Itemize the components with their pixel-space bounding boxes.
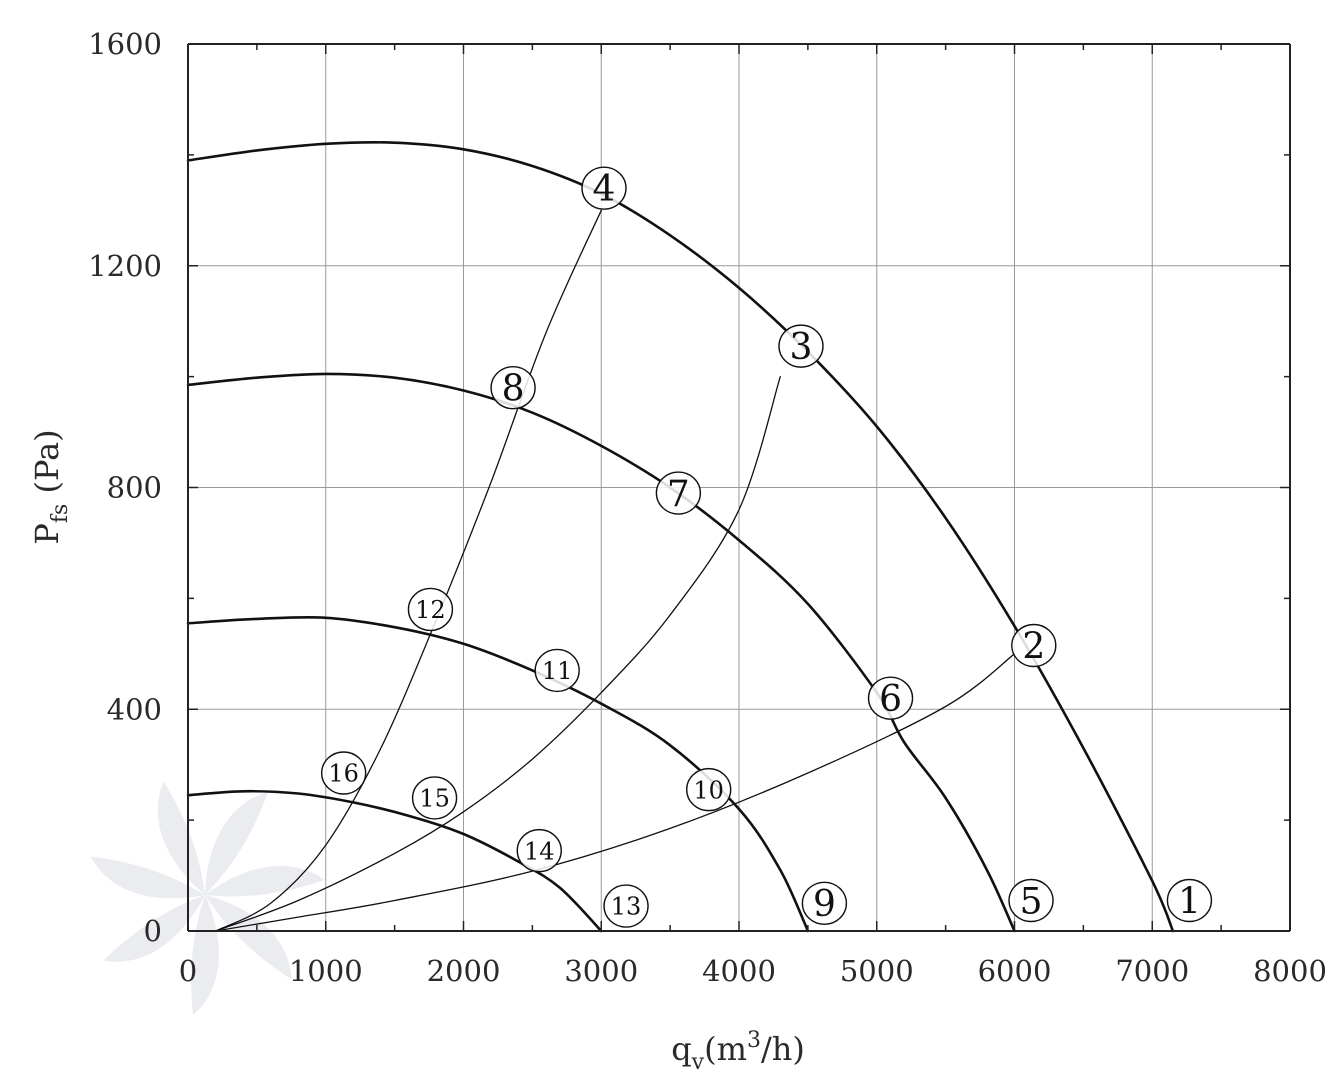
y-axis-label-sub: fs bbox=[48, 504, 73, 523]
marker-9: 9 bbox=[801, 881, 848, 925]
marker-11: 11 bbox=[534, 648, 580, 693]
marker-12: 12 bbox=[407, 587, 454, 632]
marker-circle bbox=[867, 676, 914, 720]
x-axis-label-sup: 3 bbox=[747, 1028, 761, 1053]
x-tick-label: 0 bbox=[179, 954, 197, 988]
y-axis-label: Pfs (Pa) bbox=[28, 429, 73, 544]
marker-label: 16 bbox=[328, 760, 359, 788]
marker-circle bbox=[407, 587, 454, 632]
marker-label: 12 bbox=[415, 596, 446, 624]
marker-10: 10 bbox=[685, 767, 732, 812]
marker-13: 13 bbox=[603, 884, 649, 928]
marker-label: 6 bbox=[879, 679, 902, 720]
x-tick-label: 6000 bbox=[978, 954, 1052, 988]
marker-label: 3 bbox=[790, 327, 813, 368]
y-tick-label: 800 bbox=[107, 471, 162, 505]
marker-label: 7 bbox=[667, 474, 690, 515]
axes bbox=[187, 43, 1291, 932]
watermark-blade bbox=[90, 856, 205, 899]
marker-circle bbox=[1008, 878, 1054, 923]
marker-circle bbox=[685, 767, 732, 812]
watermark-logo bbox=[90, 781, 325, 1016]
marker-16: 16 bbox=[320, 751, 367, 795]
y-tick-label: 1200 bbox=[88, 249, 162, 283]
marker-circle bbox=[490, 366, 536, 410]
x-tick-label: 8000 bbox=[1253, 954, 1327, 988]
marker-label: 5 bbox=[1020, 881, 1043, 922]
x-axis-label-rest: (m bbox=[704, 1030, 747, 1068]
marker-label: 15 bbox=[419, 785, 450, 813]
watermark-blade bbox=[205, 791, 269, 895]
watermark-blade bbox=[205, 865, 325, 897]
marker-label: 13 bbox=[611, 893, 642, 921]
curve-3 bbox=[186, 615, 810, 933]
marker-circle bbox=[1011, 623, 1057, 668]
marker-circle bbox=[801, 881, 848, 925]
marker-3: 3 bbox=[778, 324, 824, 368]
x-axis-label: qv(m3/h) bbox=[671, 1028, 805, 1075]
marker-circle bbox=[1166, 878, 1213, 923]
marker-label: 10 bbox=[693, 776, 724, 804]
y-tick-label: 0 bbox=[144, 914, 162, 948]
marker-label: 11 bbox=[542, 657, 573, 685]
marker-15: 15 bbox=[411, 776, 458, 820]
marker-circle bbox=[778, 324, 824, 368]
marker-circle bbox=[411, 776, 458, 820]
marker-7: 7 bbox=[655, 471, 702, 515]
marker-label: 9 bbox=[813, 884, 836, 925]
performance-curves bbox=[186, 140, 1175, 933]
curve-6 bbox=[214, 375, 781, 932]
curve-7 bbox=[214, 209, 602, 932]
watermark-blade bbox=[157, 781, 205, 895]
x-tick-labels: 0 1000 2000 3000 4000 5000 6000 7000 8000 bbox=[179, 954, 1327, 988]
marker-circle bbox=[516, 828, 562, 873]
marker-6: 6 bbox=[867, 676, 914, 720]
marker-label: 4 bbox=[593, 169, 616, 210]
marker-5: 5 bbox=[1008, 878, 1054, 923]
y-tick-label: 400 bbox=[107, 692, 162, 726]
x-tick-label: 7000 bbox=[1115, 954, 1189, 988]
curve-5 bbox=[214, 653, 1016, 932]
marker-8: 8 bbox=[490, 366, 536, 410]
y-axis-label-rest: (Pa) bbox=[28, 429, 66, 503]
marker-label: 2 bbox=[1022, 626, 1045, 667]
watermark-blade bbox=[205, 895, 292, 980]
y-axis-label-main: P bbox=[28, 523, 66, 545]
marker-label: 1 bbox=[1178, 881, 1201, 922]
x-tick-label: 4000 bbox=[702, 954, 776, 988]
marker-2: 2 bbox=[1011, 623, 1057, 668]
curve-4 bbox=[186, 789, 603, 933]
grid-lines bbox=[187, 43, 1291, 932]
marker-4: 4 bbox=[581, 166, 627, 210]
x-tick-label: 1000 bbox=[289, 954, 363, 988]
curve-1 bbox=[186, 140, 1175, 933]
x-axis-label-main: q bbox=[671, 1030, 691, 1068]
watermark-blade bbox=[103, 895, 205, 962]
y-tick-label: 1600 bbox=[88, 27, 162, 61]
marker-14: 14 bbox=[516, 828, 562, 873]
marker-label: 8 bbox=[502, 369, 525, 410]
marker-circle bbox=[655, 471, 702, 515]
marker-circle bbox=[603, 884, 649, 928]
x-tick-label: 2000 bbox=[427, 954, 501, 988]
marker-label: 14 bbox=[524, 837, 555, 865]
marker-circle bbox=[534, 648, 580, 693]
x-tick-label: 3000 bbox=[564, 954, 638, 988]
x-tick-label: 5000 bbox=[840, 954, 914, 988]
marker-circle bbox=[320, 751, 367, 795]
marker-circle bbox=[581, 166, 627, 210]
marker-1: 1 bbox=[1166, 878, 1213, 923]
watermark-blade bbox=[191, 895, 219, 1016]
x-axis-label-end: /h) bbox=[761, 1030, 805, 1068]
x-axis-label-sub: v bbox=[691, 1050, 705, 1075]
y-tick-labels: 0 400 800 1200 1600 bbox=[88, 27, 162, 948]
